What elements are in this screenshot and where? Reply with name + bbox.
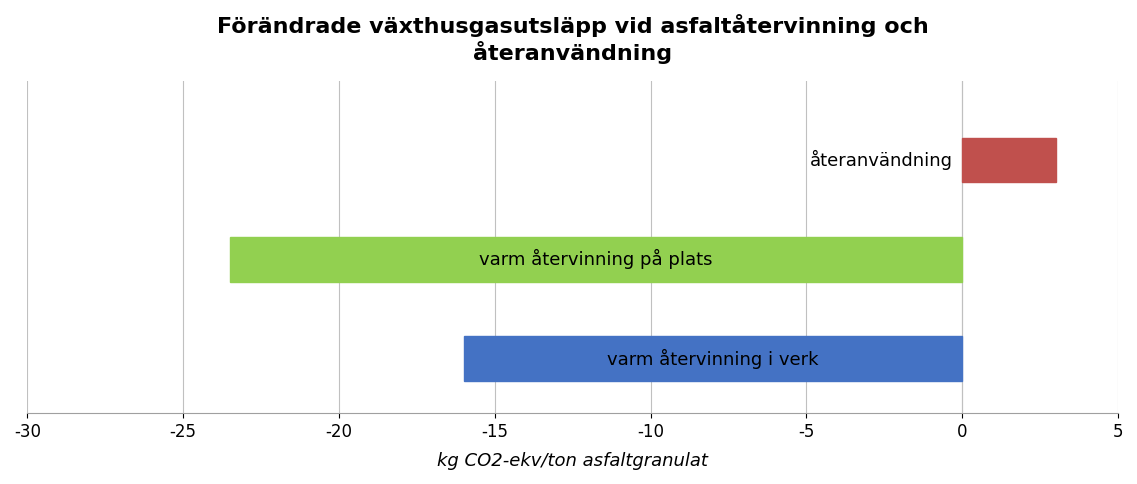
Text: varm återvinning i verk: varm återvinning i verk: [607, 348, 819, 369]
Bar: [230, 237, 962, 282]
Bar: [464, 336, 962, 381]
X-axis label: kg CO2-ekv/ton asfaltgranulat: kg CO2-ekv/ton asfaltgranulat: [438, 452, 708, 470]
Bar: [962, 137, 1055, 182]
Title: Förändrade växthusgasutsläpp vid asfaltåtervinning och
återanvändning: Förändrade växthusgasutsläpp vid asfaltå…: [217, 14, 929, 64]
Text: återanvändning: återanvändning: [810, 150, 953, 170]
Text: varm återvinning på plats: varm återvinning på plats: [479, 249, 713, 270]
